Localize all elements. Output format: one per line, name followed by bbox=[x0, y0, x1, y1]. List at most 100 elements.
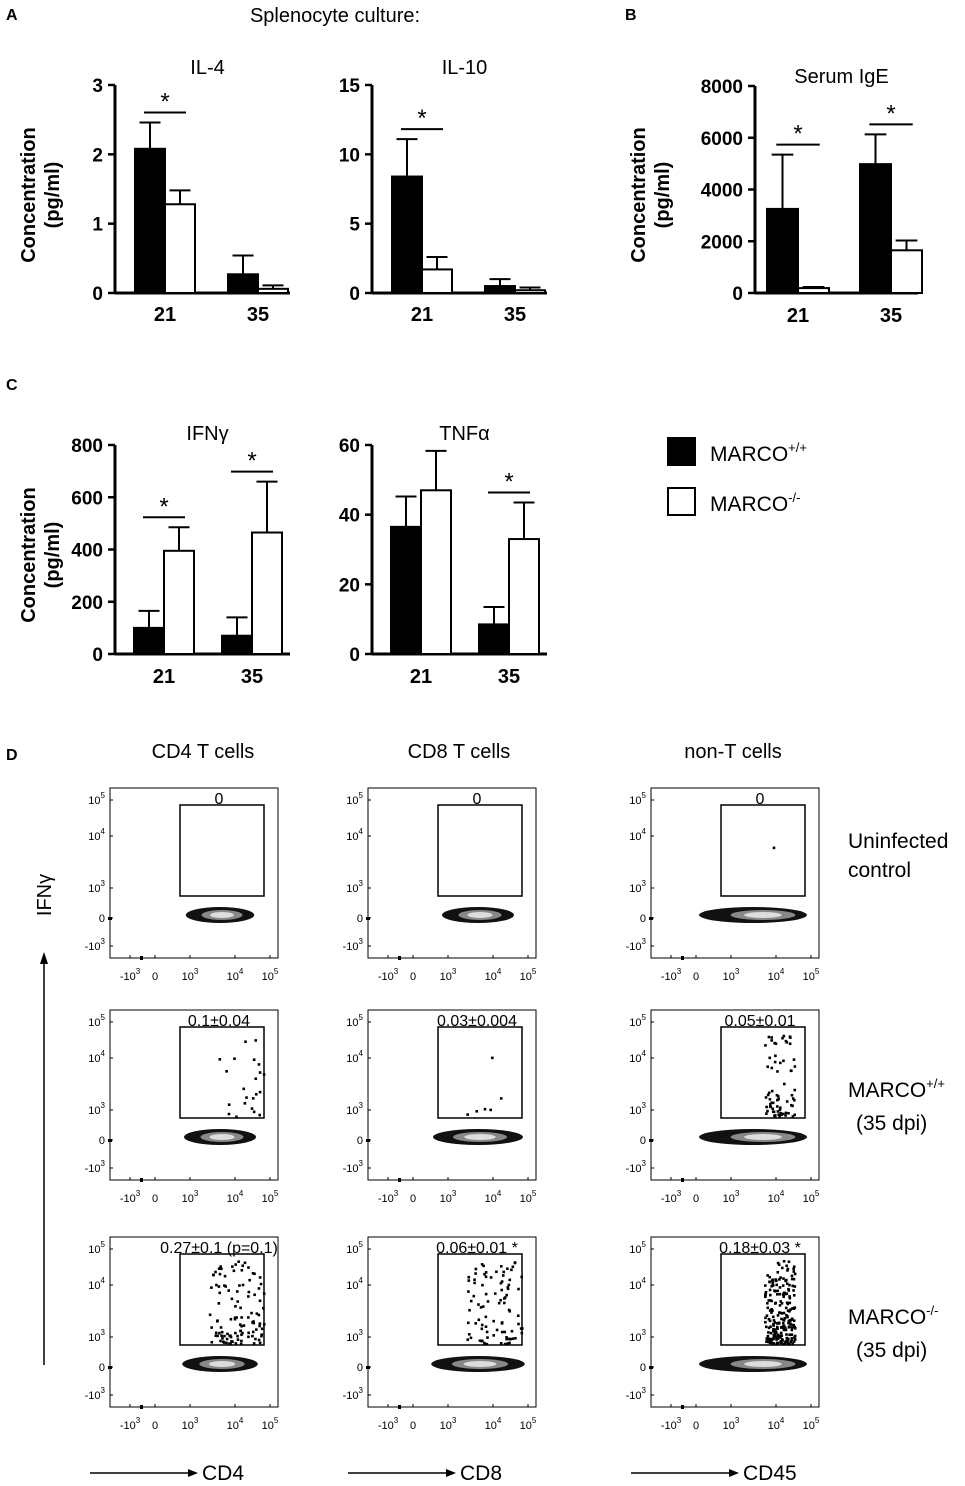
event-dot bbox=[785, 1333, 788, 1336]
event-dot bbox=[485, 1330, 489, 1334]
event-dot bbox=[779, 1341, 783, 1345]
x-tick-label: 21 bbox=[410, 666, 432, 688]
y-tick-exp: 3 bbox=[359, 1386, 364, 1395]
event-dot bbox=[782, 1311, 786, 1315]
event-dot bbox=[231, 1340, 234, 1344]
x-tick-label: 35 bbox=[498, 666, 520, 688]
event-dot bbox=[489, 1108, 492, 1112]
chart-title: Serum IgE bbox=[794, 66, 888, 88]
event-dot bbox=[506, 1342, 510, 1345]
y-tick-exp: 4 bbox=[642, 1276, 647, 1285]
event-dot bbox=[782, 1324, 786, 1328]
event-dot bbox=[771, 1101, 775, 1105]
bar-chart-a1: 0 1 2 3 IL-4 Concentration (pg/ml) 21 * 35 bbox=[18, 57, 290, 326]
event-dot bbox=[773, 1114, 777, 1117]
event-dot bbox=[219, 1339, 222, 1343]
y-tick-exp: 3 bbox=[101, 937, 106, 946]
bar bbox=[390, 525, 422, 656]
event-dot bbox=[764, 1044, 767, 1047]
x-tick-base: -10 bbox=[661, 971, 677, 983]
event-dot bbox=[251, 1271, 255, 1275]
x-tick-label: 35 bbox=[880, 305, 902, 327]
y-tick-label: 0 bbox=[99, 913, 105, 925]
event-dot bbox=[779, 1340, 783, 1343]
event-dot bbox=[766, 1301, 769, 1305]
panel-label-c: C bbox=[6, 377, 18, 394]
y-tick-exp: 5 bbox=[359, 1240, 364, 1249]
x-tick-exp: 3 bbox=[735, 1416, 740, 1425]
y-tick-base: 0 bbox=[99, 1135, 105, 1147]
x-tick-label: 21 bbox=[154, 304, 176, 326]
y-tick-base: -10 bbox=[626, 1163, 642, 1175]
y-tick-base: -10 bbox=[343, 1163, 359, 1175]
x-tick-label: 0 bbox=[693, 971, 699, 983]
y-tick-base: 0 bbox=[640, 913, 646, 925]
x-tick-base: -10 bbox=[120, 1420, 136, 1432]
x-tick-exp: 3 bbox=[735, 1189, 740, 1198]
event-dot bbox=[766, 1274, 769, 1277]
event-dot bbox=[767, 1035, 771, 1039]
x-tick-base: 0 bbox=[693, 971, 699, 983]
chart-title: IL-4 bbox=[190, 57, 224, 79]
event-dot bbox=[489, 1276, 493, 1279]
event-dot bbox=[765, 1112, 768, 1115]
event-dot bbox=[792, 1058, 796, 1061]
x-tick-label: 0 bbox=[693, 1420, 699, 1432]
event-dot bbox=[467, 1275, 471, 1279]
event-dot bbox=[483, 1107, 487, 1111]
event-dot bbox=[765, 1340, 768, 1343]
x-axis-marker-label: CD8 bbox=[460, 1462, 502, 1485]
event-dot bbox=[764, 1294, 767, 1297]
y-tick-label: 104 bbox=[88, 1276, 105, 1292]
event-dot bbox=[772, 1319, 776, 1322]
x-tick-exp: 3 bbox=[194, 967, 199, 976]
panel-label-b: B bbox=[625, 7, 637, 24]
event-dot bbox=[778, 1334, 782, 1338]
event-dot bbox=[506, 1286, 510, 1289]
event-dot bbox=[777, 1321, 781, 1325]
event-dot bbox=[770, 1066, 774, 1070]
x-tick-label: 103 bbox=[723, 967, 740, 983]
event-dot bbox=[769, 1331, 773, 1335]
x-tick-base: 0 bbox=[152, 1420, 158, 1432]
y-tick-base: -10 bbox=[85, 1163, 101, 1175]
event-dot bbox=[769, 1337, 772, 1341]
y-tick-exp: 3 bbox=[359, 1159, 364, 1168]
x-arrow-head bbox=[729, 1469, 739, 1477]
x-tick-base: 10 bbox=[440, 971, 452, 983]
event-dot bbox=[788, 1283, 791, 1287]
y-tick-label: 103 bbox=[88, 1101, 105, 1117]
x-tick-base: -10 bbox=[661, 1420, 677, 1432]
event-dot bbox=[764, 1290, 768, 1294]
flow-cytometry-grid: CD4 T cells CD4 CD8 T cells CD8 non-T cells C… bbox=[34, 741, 948, 1485]
y-tick-exp: 5 bbox=[359, 1013, 364, 1022]
y-tick-label: 40 bbox=[339, 506, 360, 527]
event-dot bbox=[766, 1093, 770, 1097]
event-dot bbox=[255, 1328, 258, 1331]
x-tick-base: 0 bbox=[410, 1193, 416, 1205]
event-dot bbox=[477, 1318, 481, 1322]
event-dot bbox=[775, 1338, 778, 1341]
bar-chart-b: 0 2000 4000 6000 8000 Serum IgE Concentration(… bbox=[628, 66, 923, 327]
event-dot bbox=[781, 1342, 784, 1346]
row-label-line2: (35 dpi) bbox=[856, 1339, 927, 1362]
event-dot bbox=[215, 1319, 219, 1323]
event-dot bbox=[238, 1323, 242, 1326]
event-dot bbox=[788, 1310, 791, 1313]
event-dot bbox=[768, 1319, 772, 1323]
event-dot bbox=[782, 1277, 785, 1280]
population-contour-inner bbox=[744, 1361, 782, 1367]
x-tick-label: 103 bbox=[182, 1416, 199, 1432]
event-dot bbox=[773, 1041, 776, 1045]
event-dot bbox=[787, 1325, 791, 1329]
event-dot bbox=[507, 1283, 511, 1287]
event-dot bbox=[466, 1113, 469, 1116]
axis-zero-marker bbox=[649, 917, 653, 920]
flow-y-axis-label: IFNγ bbox=[34, 874, 56, 916]
gate-value: 0 bbox=[215, 791, 224, 808]
event-dot bbox=[479, 1306, 483, 1309]
x-tick-base: 10 bbox=[803, 1193, 815, 1205]
y-tick-exp: 5 bbox=[642, 1013, 647, 1022]
event-dot bbox=[770, 1307, 773, 1311]
